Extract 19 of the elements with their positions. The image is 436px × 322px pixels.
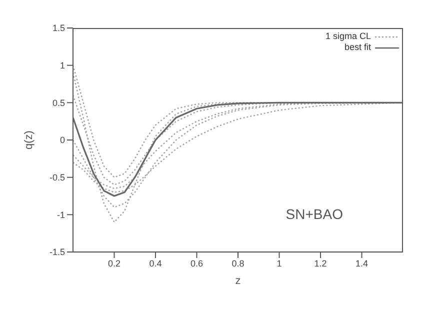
x-tick-label: 1.2: [314, 258, 327, 268]
y-tick-label: -0.5: [49, 172, 65, 183]
y-tick-label: 1.5: [52, 23, 65, 34]
x-tick-label: 0.2: [108, 258, 121, 268]
legend-label: 1 sigma CL: [325, 31, 371, 42]
x-tick-label: 1.4: [355, 258, 368, 268]
x-tick-label: 0.6: [190, 258, 204, 268]
y-tick-label: 0: [60, 135, 65, 146]
x-tick-label: 0.8: [232, 258, 244, 268]
annotation: SN+BAO: [286, 206, 343, 222]
legend-label: best fit: [344, 42, 371, 53]
y-axis-title: q(z): [22, 130, 35, 150]
y-tick-label: -1.5: [49, 247, 65, 258]
x-tick-label: 0.4: [149, 258, 162, 268]
y-tick-label: -1: [56, 210, 65, 220]
y-tick-label: 0.5: [52, 98, 65, 108]
x-axis-title: z: [235, 275, 241, 287]
x-tick-label: 1: [276, 258, 282, 268]
y-tick-label: 1: [60, 60, 65, 71]
